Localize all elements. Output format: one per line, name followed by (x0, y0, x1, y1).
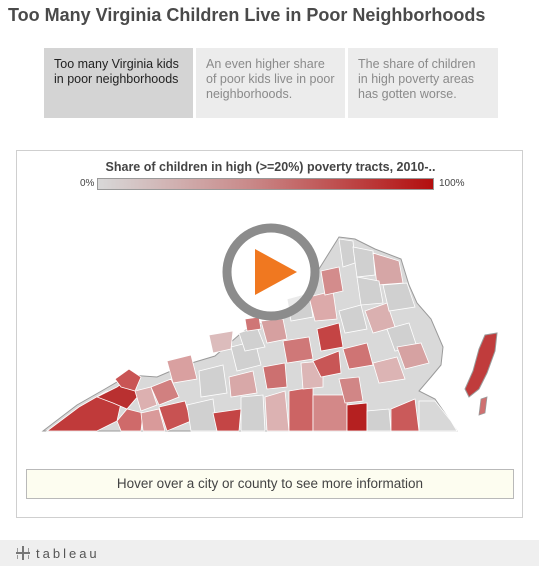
play-icon (255, 249, 297, 295)
legend-max-label: 100% (439, 178, 465, 189)
map-panel: Share of children in high (>=20%) povert… (16, 150, 523, 518)
tab-gotten-worse[interactable]: The share of children in high poverty ar… (348, 48, 498, 118)
county-region (338, 304, 368, 334)
county-region (198, 364, 228, 398)
county-region (346, 402, 368, 432)
county-region (140, 408, 166, 432)
county-region (244, 316, 262, 332)
eastern-shore-region (478, 396, 488, 416)
county-region (320, 266, 344, 296)
county-region (240, 394, 266, 432)
county-region (212, 408, 242, 432)
county-region (312, 350, 342, 378)
virginia-county-map[interactable] (17, 151, 524, 461)
county-region (372, 356, 406, 384)
county-region (288, 386, 314, 432)
county-region (396, 342, 430, 370)
county-region (114, 368, 142, 392)
county-region (208, 330, 234, 354)
county-region (262, 362, 288, 390)
hover-info-box: Hover over a city or county to see more … (26, 469, 514, 499)
county-region (150, 378, 180, 406)
story-tabs: Too many Virginia kids in poor neighborh… (44, 48, 498, 118)
legend-color-ramp (97, 178, 434, 190)
county-region (356, 276, 384, 306)
tableau-logo-text: tableau (36, 545, 100, 561)
footer-bar: tableau (0, 540, 539, 566)
county-region (418, 400, 458, 432)
legend-title: Share of children in high (>=20%) povert… (105, 160, 436, 174)
county-region (282, 336, 314, 364)
tableau-logo[interactable]: tableau (14, 544, 100, 562)
eastern-shore-region (464, 332, 498, 398)
county-region (382, 282, 416, 312)
county-region (166, 354, 198, 384)
legend-min-label: 0% (80, 178, 95, 189)
page-title: Too Many Virginia Children Live in Poor … (8, 5, 486, 25)
county-region (186, 398, 218, 432)
county-region (342, 342, 374, 370)
county-region (316, 322, 344, 352)
tableau-cross-icon (16, 546, 30, 560)
county-region (366, 408, 392, 432)
county-region (134, 386, 158, 412)
play-button[interactable] (222, 223, 320, 321)
county-region (338, 376, 364, 404)
county-region (352, 246, 376, 278)
county-region (264, 390, 290, 432)
county-region (228, 370, 258, 398)
tab-kids-in-poor-neighborhoods[interactable]: Too many Virginia kids in poor neighborh… (44, 48, 193, 118)
county-region (312, 394, 348, 432)
tab-poor-kids-share[interactable]: An even higher share of poor kids live i… (196, 48, 345, 118)
